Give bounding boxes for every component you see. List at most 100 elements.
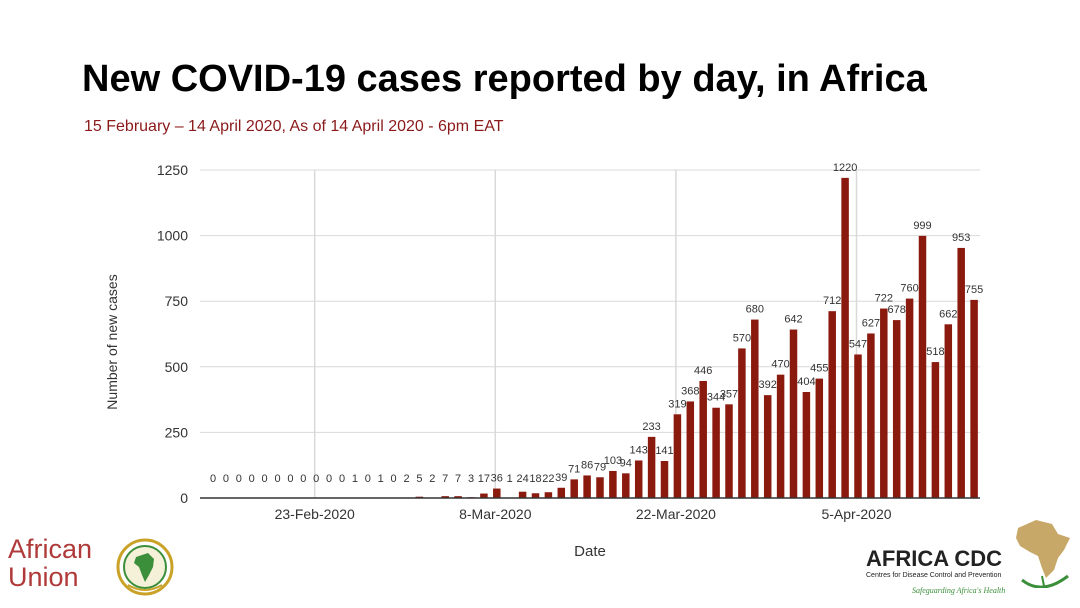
data-label: 0 [391, 473, 397, 485]
bar [725, 404, 733, 498]
data-label: 233 [642, 421, 660, 433]
bar [815, 378, 824, 498]
data-label: 0 [339, 473, 345, 485]
au-line1: African [8, 534, 93, 564]
bar [699, 380, 707, 498]
bar [647, 436, 656, 498]
data-label: 999 [913, 220, 931, 232]
africa-cdc-wordmark: AFRICA CDC [866, 546, 1003, 571]
bar [841, 177, 849, 498]
bar [712, 407, 720, 498]
data-label: 18 [529, 473, 541, 485]
data-label: 0 [313, 473, 319, 485]
data-label: 3 [468, 473, 474, 485]
bar [454, 496, 462, 498]
data-label: 0 [300, 473, 306, 485]
data-label: 627 [862, 317, 880, 329]
data-label: 141 [655, 445, 673, 457]
x-tick-label: 23-Feb-2020 [275, 506, 355, 522]
bar [918, 235, 927, 498]
data-label: 0 [236, 473, 242, 485]
bar [544, 492, 553, 498]
bar [493, 488, 501, 498]
data-label: 662 [939, 308, 957, 320]
bar [751, 319, 759, 498]
data-label: 7 [442, 473, 448, 485]
data-label: 570 [733, 332, 751, 344]
data-label: 5 [416, 473, 422, 485]
african-union-logo: African Union [8, 535, 183, 597]
data-label: 94 [620, 457, 632, 469]
bar [480, 493, 488, 498]
page-subtitle: 15 February – 14 April 2020, As of 14 Ap… [84, 118, 504, 135]
data-label: 722 [875, 293, 893, 305]
bar [776, 374, 785, 498]
data-label: 7 [455, 473, 461, 485]
data-label: 143 [630, 444, 648, 456]
africa-map-icon [1016, 520, 1070, 588]
x-tick-label: 5-Apr-2020 [821, 506, 891, 522]
data-label: 712 [823, 295, 841, 307]
data-label: 86 [581, 459, 593, 471]
data-label: 39 [555, 472, 567, 484]
data-label: 0 [223, 473, 229, 485]
data-label: 678 [888, 304, 906, 316]
bar [905, 298, 914, 498]
data-label: 404 [797, 376, 815, 388]
data-label: 79 [594, 461, 606, 473]
bar [557, 487, 566, 498]
bar [518, 491, 527, 498]
bar [802, 391, 811, 498]
page-title: New COVID-19 cases reported by day, in A… [82, 58, 927, 100]
data-label: 103 [604, 455, 622, 467]
bar [867, 333, 875, 498]
africa-cdc-subtitle: Centres for Disease Control and Preventi… [866, 572, 1002, 579]
data-label: 518 [926, 346, 944, 358]
au-line2: Union [8, 562, 79, 592]
data-label: 344 [707, 392, 725, 404]
y-tick-label: 1250 [157, 162, 188, 178]
data-label: 455 [810, 363, 828, 375]
y-tick-label: 250 [165, 424, 189, 440]
bar [583, 475, 591, 498]
bar [673, 414, 682, 498]
bar [686, 401, 695, 498]
data-label: 392 [759, 379, 777, 391]
data-label: 470 [771, 359, 789, 371]
data-label: 368 [681, 385, 699, 397]
data-label: 22 [542, 473, 554, 485]
bar [854, 354, 862, 498]
bar [931, 362, 940, 498]
bar [970, 299, 978, 498]
bar [944, 324, 953, 498]
y-tick-label: 0 [180, 490, 188, 506]
data-label: 17 [478, 473, 490, 485]
data-label: 0 [262, 473, 268, 485]
bar [570, 479, 578, 498]
bar [596, 477, 604, 498]
bar [634, 460, 643, 498]
data-label: 2 [403, 473, 409, 485]
data-label: 0 [287, 473, 293, 485]
au-emblem-icon [116, 538, 174, 596]
bar [880, 308, 888, 498]
data-label: 0 [210, 473, 216, 485]
y-tick-label: 1000 [157, 228, 188, 244]
african-union-wordmark: African Union [8, 535, 92, 591]
data-label: 1 [378, 473, 384, 485]
bar [660, 461, 669, 498]
bar [892, 320, 901, 498]
bar [622, 473, 630, 498]
bar [609, 470, 617, 498]
data-label: 547 [849, 338, 867, 350]
data-label: 357 [720, 388, 738, 400]
bar [828, 311, 836, 498]
data-label: 760 [900, 283, 918, 295]
data-label: 446 [694, 365, 712, 377]
data-label: 0 [326, 473, 332, 485]
africa-cdc-logo: AFRICA CDC Centres for Disease Control a… [862, 518, 1074, 602]
bar [441, 496, 449, 498]
bar [531, 493, 540, 498]
